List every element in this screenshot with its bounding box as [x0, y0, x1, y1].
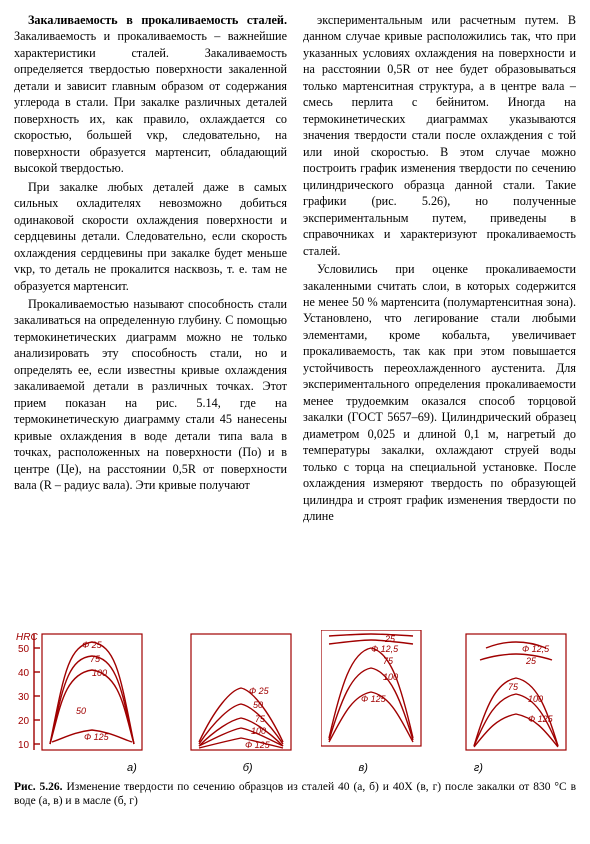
curve-label: Ф 125 [84, 732, 110, 742]
page: Закаливаемость в прокаливаемость сталей.… [0, 0, 590, 844]
hardness-curve [199, 718, 283, 746]
tick-50: 50 [18, 644, 30, 655]
panel-b-curves: Ф 25 50 75 100 Ф 125 [199, 686, 283, 750]
curve-label: Ф 125 [361, 694, 387, 704]
panel-a-curves: Ф 25 75 100 50 Ф 125 [50, 640, 134, 744]
cap-a: а) [127, 762, 137, 774]
curve-label: 25 [525, 656, 537, 666]
curve-label: Ф 125 [245, 740, 271, 750]
tick-20: 20 [18, 716, 30, 727]
panel-captions: а) б) в) г) [14, 762, 576, 774]
hardness-curve [329, 668, 413, 740]
curve-label: Ф 25 [82, 640, 103, 650]
curve-label: 75 [383, 656, 394, 666]
panel-c: 25Ф 12,575100Ф 125 [321, 630, 439, 760]
text-columns: Закаливаемость в прокаливаемость сталей.… [14, 12, 576, 622]
figure-5-26: HRC 50 40 30 20 10 Ф 25 75 100 50 Ф 125 Ф 25… [14, 630, 576, 760]
curve-label: 25 [384, 634, 396, 644]
curve-label: Ф 25 [249, 686, 270, 696]
curve-label: 100 [383, 672, 398, 682]
figure-caption-body: Изменение твердости по сечению образцов … [14, 781, 576, 807]
curve-label: 75 [90, 654, 101, 664]
cap-c: в) [359, 762, 368, 774]
cap-b: б) [243, 762, 253, 774]
curve-label: 50 [76, 706, 86, 716]
hardness-curve [329, 648, 413, 738]
tick-30: 30 [18, 692, 30, 703]
y-axis-title: HRC [16, 632, 38, 643]
curve-label: 100 [251, 726, 266, 736]
curve-label: 75 [508, 682, 519, 692]
para-2: При закалке любых деталей даже в самых с… [14, 179, 287, 294]
curve-label: 100 [92, 668, 107, 678]
tick-10: 10 [18, 740, 30, 751]
curve-label: 75 [255, 714, 266, 724]
curve-label: Ф 125 [528, 714, 554, 724]
panel-d: Ф 12,5 25 75 100 Ф 125 [458, 630, 576, 760]
para-1: Закаливаемость в прокаливаемость сталей.… [14, 12, 287, 177]
hardness-curve [480, 654, 552, 660]
hardness-curve [199, 728, 283, 746]
column-left: Закаливаемость в прокаливаемость сталей.… [14, 12, 287, 622]
panel-c-curves: 25Ф 12,575100Ф 125 [329, 634, 413, 742]
hardness-curve [329, 634, 413, 636]
curve-label: Ф 12,5 [522, 644, 550, 654]
curve-label: 50 [253, 700, 263, 710]
para-1-body: Закаливаемость и прокаливаемость – важне… [14, 29, 287, 175]
column-right: экспериментальным или расчетным путем. В… [303, 12, 576, 622]
panel-a: HRC 50 40 30 20 10 Ф 25 75 100 50 Ф 125 [14, 630, 164, 760]
curve-label: 100 [528, 694, 543, 704]
figure-caption-lead: Рис. 5.26. [14, 781, 63, 793]
figure-caption: Рис. 5.26. Изменение твердости по сечени… [14, 780, 576, 809]
para-3: Прокаливаемостью называют способность ст… [14, 296, 287, 494]
panel-d-curves: Ф 12,5 25 75 100 Ф 125 [474, 642, 558, 747]
lead-heading: Закаливаемость в прокаливаемость сталей. [28, 13, 287, 27]
para-5: Условились при оценке прокаливаемости за… [303, 261, 576, 525]
cap-d: г) [474, 762, 483, 774]
tick-40: 40 [18, 668, 30, 679]
para-4: экспериментальным или расчетным путем. В… [303, 12, 576, 259]
panel-b: Ф 25 50 75 100 Ф 125 [183, 630, 301, 760]
